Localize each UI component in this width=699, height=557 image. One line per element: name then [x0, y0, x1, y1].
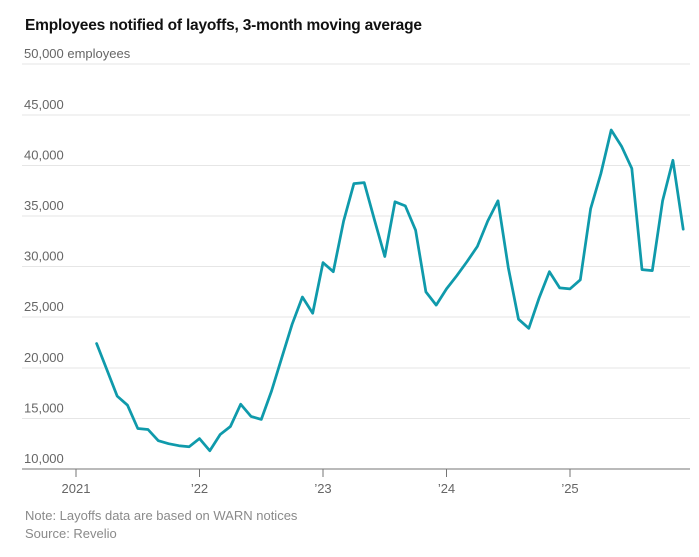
x-axis-label: ’24 [438, 481, 455, 496]
note-text: Note: Layoffs data are based on WARN not… [25, 508, 298, 523]
y-axis-label: 20,000 [24, 350, 64, 365]
chart-title: Employees notified of layoffs, 3-month m… [25, 17, 422, 35]
y-axis-label: 30,000 [24, 249, 64, 264]
y-axis-label: 35,000 [24, 198, 64, 213]
x-axis-label: ’22 [191, 481, 208, 496]
y-axis-label: 15,000 [24, 400, 64, 415]
y-axis-label: 25,000 [24, 299, 64, 314]
source-text: Source: Revelio [25, 526, 117, 541]
layoffs-line [95, 128, 685, 453]
x-axis-label: ’25 [561, 481, 578, 496]
y-axis-label: 40,000 [24, 147, 64, 162]
y-axis-label: 45,000 [24, 97, 64, 112]
y-axis-label: 10,000 [24, 451, 64, 466]
y-axis-label: 50,000 employees [24, 46, 131, 61]
x-axis-label: 2021 [62, 481, 91, 496]
x-axis-label: ’23 [314, 481, 331, 496]
